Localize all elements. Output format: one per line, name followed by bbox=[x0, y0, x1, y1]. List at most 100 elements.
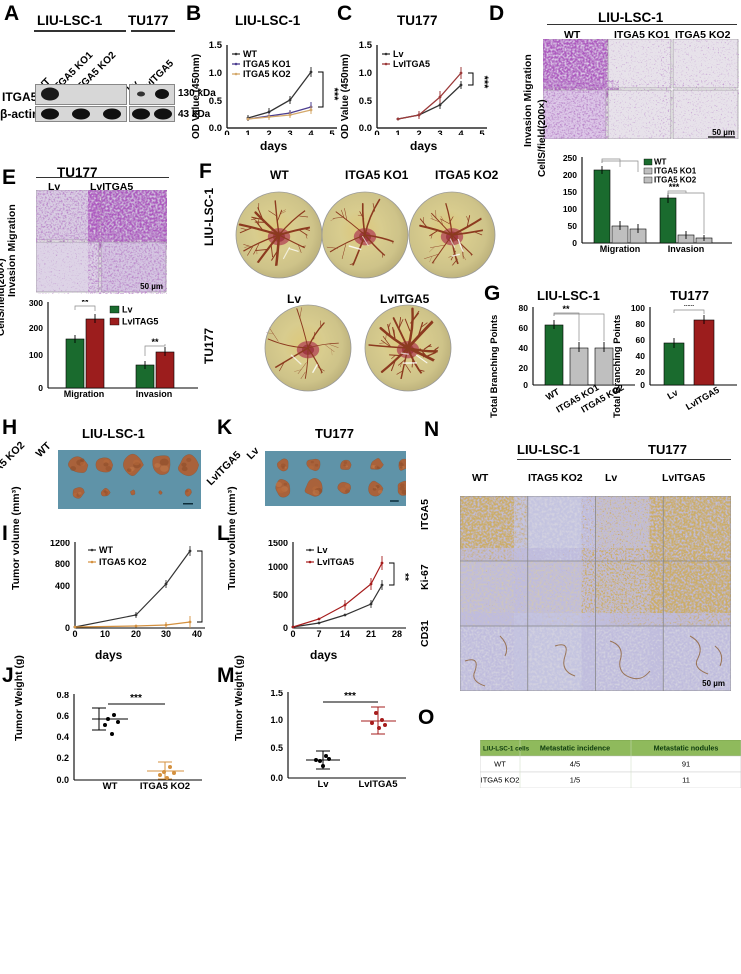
svg-text:ITGA5 KO2: ITGA5 KO2 bbox=[481, 776, 520, 785]
svg-text:40: 40 bbox=[636, 351, 646, 361]
svg-text:0.5: 0.5 bbox=[209, 96, 223, 107]
svg-text:**: ** bbox=[81, 300, 89, 307]
svg-text:100: 100 bbox=[563, 204, 577, 214]
svg-text:0.6: 0.6 bbox=[56, 711, 69, 721]
svg-text:7: 7 bbox=[316, 629, 321, 639]
svg-text:***: *** bbox=[684, 305, 695, 311]
svg-text:Invasion: Invasion bbox=[136, 389, 173, 399]
svg-text:0.2: 0.2 bbox=[56, 753, 69, 763]
svg-text:1: 1 bbox=[395, 129, 401, 135]
svg-text:0: 0 bbox=[283, 623, 288, 633]
svg-text:Migration: Migration bbox=[64, 389, 105, 399]
svg-text:1.0: 1.0 bbox=[359, 68, 372, 79]
svg-text:WT: WT bbox=[243, 49, 257, 59]
svg-text:80: 80 bbox=[636, 319, 646, 329]
svg-text:ITGA5 KO2: ITGA5 KO2 bbox=[140, 781, 190, 792]
svg-text:4: 4 bbox=[308, 129, 314, 135]
svg-text:0.0: 0.0 bbox=[270, 773, 283, 783]
svg-text:5: 5 bbox=[479, 129, 485, 135]
svg-text:0.0: 0.0 bbox=[209, 123, 222, 134]
svg-text:500: 500 bbox=[273, 590, 288, 600]
svg-text:11: 11 bbox=[682, 776, 690, 785]
svg-text:ITGA5 KO2: ITGA5 KO2 bbox=[243, 69, 291, 79]
svg-text:0.5: 0.5 bbox=[359, 96, 373, 107]
svg-text:4: 4 bbox=[458, 129, 464, 135]
svg-text:40: 40 bbox=[192, 629, 202, 639]
svg-text:28: 28 bbox=[392, 629, 402, 639]
svg-text:LIU-LSC-1 cells: LIU-LSC-1 cells bbox=[483, 746, 530, 753]
svg-text:**: ** bbox=[399, 573, 410, 581]
svg-text:0: 0 bbox=[374, 129, 379, 135]
svg-text:60: 60 bbox=[519, 323, 529, 333]
svg-text:**: ** bbox=[151, 337, 159, 347]
svg-text:LvITGA5: LvITGA5 bbox=[317, 557, 354, 567]
svg-text:60: 60 bbox=[636, 335, 646, 345]
svg-text:0.0: 0.0 bbox=[359, 123, 372, 134]
svg-text:***: *** bbox=[344, 691, 356, 702]
svg-text:WT: WT bbox=[544, 386, 562, 402]
svg-text:20: 20 bbox=[636, 367, 646, 377]
svg-text:WT: WT bbox=[99, 545, 113, 555]
svg-text:50 µm: 50 µm bbox=[702, 679, 725, 688]
svg-text:1500: 1500 bbox=[268, 540, 288, 548]
svg-text:ITGA5 KO2: ITGA5 KO2 bbox=[99, 557, 147, 567]
svg-text:WT: WT bbox=[494, 760, 506, 769]
svg-text:***: *** bbox=[209, 584, 215, 596]
svg-text:0.0: 0.0 bbox=[56, 775, 69, 785]
svg-text:Metastatic incidence: Metastatic incidence bbox=[540, 744, 610, 753]
svg-text:1.0: 1.0 bbox=[209, 68, 222, 79]
svg-text:91: 91 bbox=[682, 760, 690, 769]
svg-text:0: 0 bbox=[38, 383, 43, 393]
svg-text:0: 0 bbox=[224, 129, 229, 135]
svg-text:150: 150 bbox=[563, 187, 577, 197]
svg-text:1000: 1000 bbox=[268, 562, 288, 572]
svg-text:300: 300 bbox=[29, 300, 43, 308]
svg-text:Lv: Lv bbox=[122, 305, 133, 315]
svg-text:ITGA5 KO1: ITGA5 KO1 bbox=[654, 167, 697, 176]
svg-text:80: 80 bbox=[519, 305, 529, 313]
svg-text:WT: WT bbox=[654, 158, 667, 167]
svg-text:Metastatic nodules: Metastatic nodules bbox=[654, 744, 719, 753]
svg-text:1.0: 1.0 bbox=[270, 715, 283, 725]
svg-text:50 µm: 50 µm bbox=[712, 128, 735, 137]
svg-text:LvITGA5: LvITGA5 bbox=[393, 59, 430, 69]
svg-text:Invasion: Invasion bbox=[668, 244, 705, 254]
svg-text:30: 30 bbox=[161, 629, 171, 639]
svg-text:LvITGA5: LvITGA5 bbox=[358, 779, 398, 790]
svg-text:21: 21 bbox=[366, 629, 376, 639]
svg-text:0: 0 bbox=[290, 629, 295, 639]
svg-text:LvITAG5: LvITAG5 bbox=[122, 317, 158, 327]
svg-text:10: 10 bbox=[100, 629, 110, 639]
svg-text:0.4: 0.4 bbox=[56, 732, 69, 742]
svg-text:1.5: 1.5 bbox=[209, 40, 223, 51]
svg-text:40: 40 bbox=[519, 343, 529, 353]
svg-text:200: 200 bbox=[563, 170, 577, 180]
svg-text:Migration: Migration bbox=[600, 244, 641, 254]
svg-text:ITGA5 KO1: ITGA5 KO1 bbox=[243, 59, 291, 69]
svg-text:100: 100 bbox=[631, 305, 645, 313]
svg-text:Lv: Lv bbox=[393, 49, 404, 59]
svg-text:***: *** bbox=[478, 76, 490, 90]
svg-text:***: *** bbox=[130, 693, 142, 704]
svg-text:1.5: 1.5 bbox=[359, 40, 373, 51]
svg-text:200: 200 bbox=[29, 323, 43, 333]
svg-text:Lv: Lv bbox=[665, 387, 679, 401]
svg-text:1: 1 bbox=[245, 129, 251, 135]
svg-text:WT: WT bbox=[103, 781, 118, 792]
svg-text:Lv: Lv bbox=[317, 779, 329, 790]
svg-text:0.5: 0.5 bbox=[270, 743, 283, 753]
svg-text:50: 50 bbox=[568, 221, 578, 231]
svg-text:Lv: Lv bbox=[317, 545, 328, 555]
svg-text:0: 0 bbox=[65, 623, 70, 633]
svg-text:LvITGA5: LvITGA5 bbox=[684, 385, 721, 412]
svg-text:***: *** bbox=[603, 155, 614, 160]
svg-text:3: 3 bbox=[437, 129, 442, 135]
svg-text:0: 0 bbox=[523, 380, 528, 390]
svg-text:0: 0 bbox=[72, 629, 77, 639]
svg-text:1.5: 1.5 bbox=[270, 690, 283, 698]
svg-text:ITGA5 KO2: ITGA5 KO2 bbox=[654, 176, 697, 185]
svg-text:14: 14 bbox=[340, 629, 350, 639]
svg-text:0: 0 bbox=[572, 238, 577, 248]
svg-text:1200: 1200 bbox=[50, 540, 70, 548]
svg-text:20: 20 bbox=[131, 629, 141, 639]
